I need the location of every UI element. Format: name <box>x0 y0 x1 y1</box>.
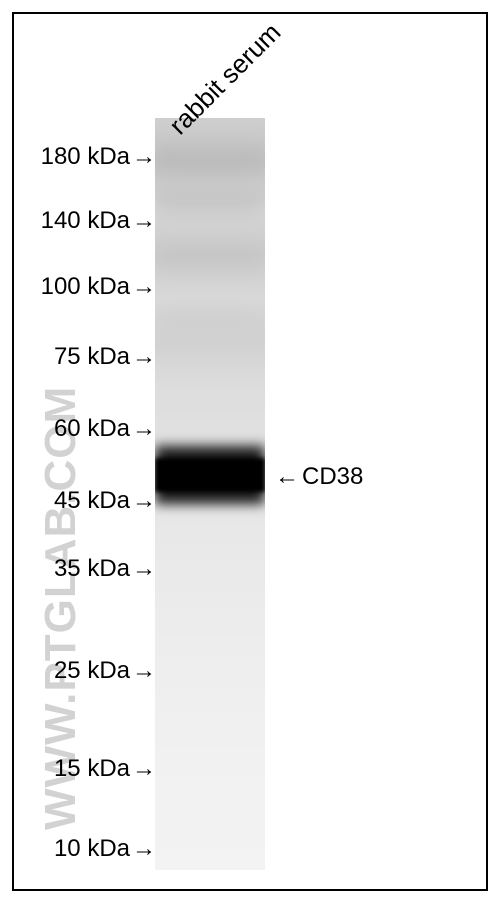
marker-label: 15 kDa <box>0 755 130 783</box>
target-label: CD38 <box>302 463 363 491</box>
marker-label: 10 kDa <box>0 835 130 863</box>
marker-label: 75 kDa <box>0 343 130 371</box>
blot-band <box>155 310 265 332</box>
marker-arrow: → <box>132 343 156 371</box>
marker-label: 180 kDa <box>0 143 130 171</box>
marker-label: 45 kDa <box>0 487 130 515</box>
marker-label: 140 kDa <box>0 207 130 235</box>
marker-label: 25 kDa <box>0 657 130 685</box>
marker-arrow: → <box>132 273 156 301</box>
marker-arrow: → <box>132 143 156 171</box>
blot-band <box>155 189 265 213</box>
target-arrow: ← <box>275 463 299 491</box>
marker-arrow: → <box>132 835 156 863</box>
blot-band <box>155 146 265 172</box>
marker-label: 60 kDa <box>0 415 130 443</box>
marker-arrow: → <box>132 207 156 235</box>
marker-arrow: → <box>132 555 156 583</box>
marker-arrow: → <box>132 755 156 783</box>
marker-label: 100 kDa <box>0 273 130 301</box>
marker-arrow: → <box>132 487 156 515</box>
marker-label: 35 kDa <box>0 555 130 583</box>
blot-band <box>155 244 265 270</box>
marker-arrow: → <box>132 415 156 443</box>
blot-band <box>155 458 265 492</box>
marker-arrow: → <box>132 657 156 685</box>
blot-lane <box>155 118 265 870</box>
